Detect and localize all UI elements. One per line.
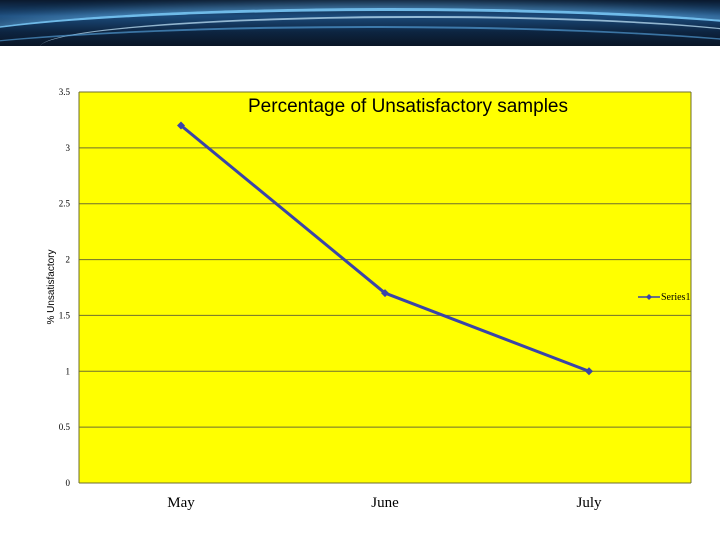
x-category-label: July (576, 495, 602, 511)
x-axis-categories: May June July (167, 495, 602, 511)
x-category-label: May (167, 495, 195, 511)
y-axis-ticks: 0 0.5 1 1.5 2 2.5 3 3.5 (59, 87, 71, 488)
y-tick-label: 2.5 (59, 199, 71, 209)
series-layer (177, 121, 593, 376)
gridlines (78, 91, 692, 484)
y-tick-label: 0.5 (59, 422, 71, 432)
y-tick-label: 0 (66, 478, 71, 488)
header-banner (0, 0, 720, 46)
data-point-marker (585, 367, 593, 376)
y-tick-label: 3 (66, 143, 71, 153)
banner-light-streak (0, 8, 720, 46)
legend-series1-marker (646, 294, 652, 300)
data-point-marker (381, 289, 389, 298)
y-tick-label: 2 (66, 255, 71, 265)
data-point-marker (177, 121, 185, 130)
legend: Series1 (638, 292, 690, 303)
y-axis-label: % Unsatisfactory (46, 249, 57, 324)
y-tick-label: 1 (66, 366, 71, 376)
y-tick-label: 1.5 (59, 310, 71, 320)
legend-series1-label: Series1 (661, 292, 690, 303)
chart-title: Percentage of Unsatisfactory samples (248, 96, 568, 117)
plot-area (79, 92, 691, 483)
x-category-label: June (371, 495, 399, 511)
banner-light-streak (40, 16, 720, 46)
y-tick-label: 3.5 (59, 87, 71, 97)
banner-light-streak (0, 26, 720, 46)
